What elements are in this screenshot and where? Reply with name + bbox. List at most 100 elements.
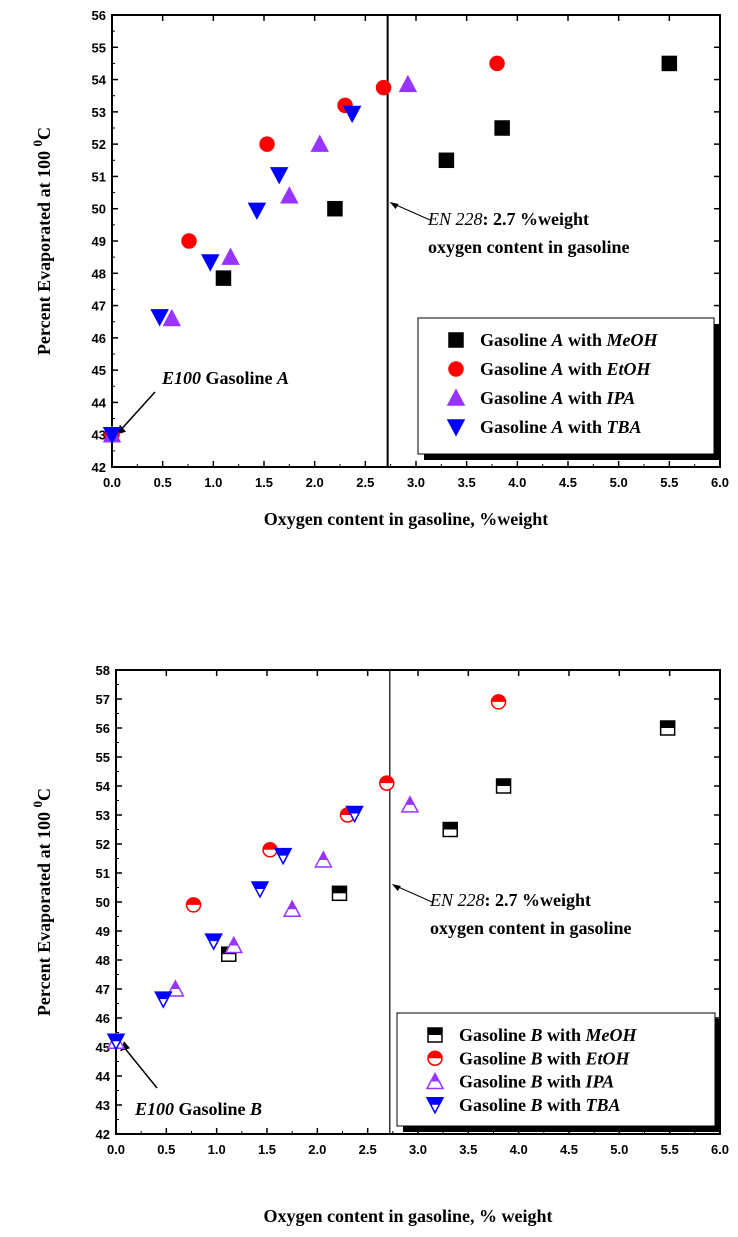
legend-text-fuel: TBA: [607, 417, 642, 437]
legend-text-pre: Gasoline: [480, 388, 552, 408]
legend-text-letter: A: [551, 359, 564, 379]
data-point-etoh-fill: [186, 897, 201, 905]
y-tick-label: 45: [96, 1040, 110, 1055]
y-tick-label: 57: [96, 692, 110, 707]
chart-panel-1: 0.0 0.5 1.0 1.5 2.0 2.5 3.0 3.5 4.0 4.5 5.0 5.5 6.0 4…: [30, 8, 729, 529]
legend-text-mid: with: [543, 1025, 586, 1045]
en228-arrow-head: [389, 202, 399, 209]
data-point-etoh-fill: [379, 776, 394, 784]
y-tick-label: 45: [92, 363, 106, 378]
en228-annotation-line2: oxygen content in gasoline: [428, 237, 630, 257]
data-point-meoh: [494, 120, 510, 136]
legend-label-meoh: Gasoline B with MeOH: [459, 1025, 638, 1045]
en228-arrow: [391, 202, 431, 221]
y-tick-label: 55: [96, 750, 110, 765]
legend-label-etoh: Gasoline B with EtOH: [459, 1048, 631, 1068]
data-point-ipa: [398, 74, 418, 93]
legend-text-fuel: IPA: [585, 1072, 615, 1092]
legend-text-pre: Gasoline: [459, 1025, 531, 1045]
legend-marker-etoh: [448, 361, 464, 377]
legend-text-mid: with: [543, 1048, 586, 1068]
data-point-ipa-fill: [171, 981, 180, 989]
y-axis-label-main: Percent Evaporated at 100: [34, 807, 54, 1016]
x-tick-label: 1.0: [204, 475, 222, 490]
y-tick-label: 43: [92, 428, 106, 443]
y-axis-label-sub: C: [34, 127, 54, 140]
legend-text-pre: Gasoline: [459, 1072, 531, 1092]
data-point-etoh-fill: [263, 842, 278, 850]
data-point-meoh-fill: [660, 721, 675, 728]
data-point-ipa: [280, 186, 299, 204]
data-point-tba: [342, 105, 362, 124]
y-tick-label: 44: [92, 395, 107, 410]
data-point-tba-fill: [346, 806, 363, 814]
data-point-meoh: [327, 200, 343, 217]
legend-label-etoh: Gasoline A with EtOH: [480, 359, 652, 379]
x-tick-label: 0.0: [103, 475, 121, 490]
legend-text-letter: A: [551, 388, 564, 408]
legend-text-fuel: EtOH: [585, 1048, 631, 1068]
x-tick-label: 6.0: [711, 475, 729, 490]
x-tick-label: 0.5: [154, 475, 172, 490]
data-point-meoh-fill: [496, 779, 511, 786]
y-tick-label: 52: [92, 137, 106, 152]
legend-label-tba: Gasoline B with TBA: [459, 1095, 621, 1115]
data-point-ipa: [310, 134, 329, 152]
legend-text-mid: with: [564, 330, 607, 350]
y-tick-label: 51: [92, 169, 106, 184]
legend-marker-meoh-fill: [428, 1028, 442, 1035]
y-tick-label: 44: [96, 1069, 111, 1084]
series-meoh: [215, 55, 678, 286]
y-tick-label: 50: [92, 202, 106, 217]
e100-annotation-rest: Gasoline: [174, 1099, 250, 1119]
chart-panel-2: 0.0 0.5 1.0 1.5 2.0 2.5 3.0 3.5 4.0 4.5 5.0 5.5 6.0 4…: [30, 663, 729, 1226]
legend-text-pre: Gasoline: [480, 417, 552, 437]
y-tick-label: 53: [96, 808, 110, 823]
y-tick-label: 51: [96, 866, 110, 881]
x-tick-label: 3.5: [458, 475, 476, 490]
x-tick-label: 3.0: [409, 1142, 427, 1157]
x-tick-label: 1.5: [255, 475, 273, 490]
en228-arrow: [393, 884, 433, 903]
data-point-tba: [201, 254, 220, 272]
data-point-meoh-fill: [443, 822, 458, 830]
legend-text-letter: B: [530, 1025, 543, 1045]
y-axis-label-sup: 0: [30, 140, 45, 147]
y-tick-label: 52: [96, 837, 110, 852]
x-tick-label: 0.5: [157, 1142, 175, 1157]
data-point-tba: [269, 167, 289, 185]
data-point-ipa-fill: [288, 901, 297, 910]
x-tick-label: 2.5: [356, 475, 374, 490]
y-tick-label: 55: [92, 40, 106, 55]
data-point-ipa-fill: [319, 851, 328, 860]
y-tick-label: 43: [96, 1098, 110, 1113]
data-point-tba-fill: [155, 992, 172, 1000]
data-point-etoh: [375, 79, 392, 96]
y-tick-label: 54: [96, 779, 111, 794]
legend-text-letter: B: [530, 1072, 543, 1092]
y-tick-label: 46: [92, 331, 106, 346]
series-tba: [106, 805, 364, 1051]
x-tick-label: 3.0: [407, 475, 425, 490]
e100-arrow: [119, 391, 156, 432]
x-tick-label: 3.5: [459, 1142, 477, 1157]
data-point-tba: [247, 202, 267, 220]
legend: Gasoline A with MeOH Gasoline A with EtOH…: [417, 317, 720, 460]
legend-box: [396, 1012, 716, 1127]
x-tick-label: 5.5: [661, 1142, 679, 1157]
x-tick-label: 0.0: [107, 1142, 125, 1157]
x-tick-label: 6.0: [711, 1142, 729, 1157]
data-point-meoh: [438, 152, 455, 169]
legend-label-tba: Gasoline A with TBA: [480, 417, 642, 437]
legend-text-fuel: MeOH: [606, 330, 659, 350]
legend-marker-tba: [446, 419, 466, 437]
x-tick-label: 2.0: [306, 475, 324, 490]
x-tick-label: 1.5: [258, 1142, 276, 1157]
y-tick-label: 58: [96, 663, 110, 678]
x-tick-label: 4.5: [560, 1142, 578, 1157]
e100-annotation-italic: E100: [161, 368, 201, 388]
legend-label-ipa: Gasoline A with IPA: [480, 388, 635, 408]
y-axis-label-main: Percent Evaporated at 100: [34, 146, 54, 355]
en228-annotation: EN 228: 2.7 %weight: [427, 209, 589, 229]
x-tick-label: 5.0: [610, 1142, 628, 1157]
